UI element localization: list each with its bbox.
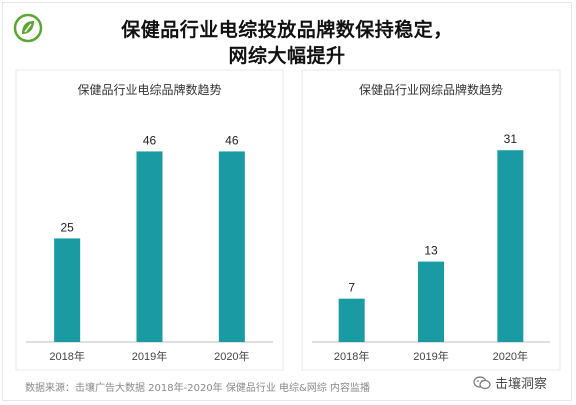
x-tick-label-2-3: 2020年 bbox=[493, 349, 528, 363]
brand-mark: 击壤洞察 bbox=[473, 373, 547, 392]
data-label-1-1: 25 bbox=[60, 220, 74, 234]
bar-1-2 bbox=[136, 151, 163, 342]
chart-card: 保健品行业电综投放品牌数保持稳定， 网综大幅提升 数据来源：击壤广告大数据 20… bbox=[2, 2, 572, 401]
chart-panel-2 bbox=[301, 69, 561, 371]
data-label-2-2: 13 bbox=[424, 244, 438, 258]
data-label-2-3: 31 bbox=[504, 132, 518, 146]
x-tick-label-2-2: 2019年 bbox=[413, 349, 448, 363]
x-tick-label-2-1: 2018年 bbox=[334, 349, 369, 363]
bar-2-1 bbox=[338, 298, 365, 342]
data-label-1-2: 46 bbox=[143, 133, 157, 147]
data-label-2-1: 7 bbox=[348, 281, 355, 295]
data-label-1-3: 46 bbox=[225, 133, 239, 147]
bar-1-3 bbox=[218, 151, 245, 342]
brand-name: 击壤洞察 bbox=[494, 377, 547, 392]
chart-title-2: 保健品行业网综品牌数趋势 bbox=[359, 82, 503, 97]
chart-panel-1 bbox=[15, 69, 284, 371]
logo-icon bbox=[13, 13, 43, 43]
x-tick-label-1-2: 2019年 bbox=[132, 349, 167, 363]
wechat-icon bbox=[473, 375, 491, 389]
x-tick-label-1-1: 2018年 bbox=[49, 349, 84, 363]
page-title-line-1: 保健品行业电综投放品牌数保持稳定， bbox=[121, 19, 453, 41]
bar-2-2 bbox=[418, 261, 444, 342]
x-tick-label-1-3: 2020年 bbox=[214, 349, 249, 363]
bar-1-1 bbox=[54, 238, 81, 342]
chart-title-1: 保健品行业电综品牌数趋势 bbox=[77, 82, 221, 97]
data-source-note: 数据来源：击壤广告大数据 2018年-2020年 保健品行业 电综&网综 内容监… bbox=[25, 383, 371, 394]
page-title-line-2: 网综大幅提升 bbox=[228, 45, 346, 67]
bar-2-3 bbox=[497, 150, 524, 342]
